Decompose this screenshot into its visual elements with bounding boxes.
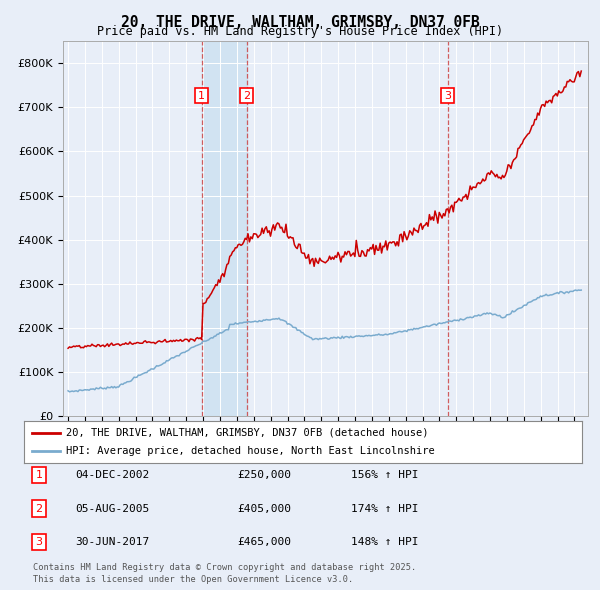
Text: 30-JUN-2017: 30-JUN-2017 bbox=[75, 537, 149, 547]
Text: This data is licensed under the Open Government Licence v3.0.: This data is licensed under the Open Gov… bbox=[33, 575, 353, 584]
Text: 156% ↑ HPI: 156% ↑ HPI bbox=[351, 470, 419, 480]
Text: 174% ↑ HPI: 174% ↑ HPI bbox=[351, 504, 419, 513]
Text: 20, THE DRIVE, WALTHAM, GRIMSBY, DN37 0FB: 20, THE DRIVE, WALTHAM, GRIMSBY, DN37 0F… bbox=[121, 15, 479, 30]
Text: £250,000: £250,000 bbox=[237, 470, 291, 480]
Text: 2: 2 bbox=[35, 504, 43, 513]
Text: Contains HM Land Registry data © Crown copyright and database right 2025.: Contains HM Land Registry data © Crown c… bbox=[33, 563, 416, 572]
Text: 3: 3 bbox=[35, 537, 43, 547]
Text: £465,000: £465,000 bbox=[237, 537, 291, 547]
Text: 20, THE DRIVE, WALTHAM, GRIMSBY, DN37 0FB (detached house): 20, THE DRIVE, WALTHAM, GRIMSBY, DN37 0F… bbox=[66, 428, 428, 438]
Text: HPI: Average price, detached house, North East Lincolnshire: HPI: Average price, detached house, Nort… bbox=[66, 446, 434, 456]
Text: 3: 3 bbox=[444, 91, 451, 101]
Text: 04-DEC-2002: 04-DEC-2002 bbox=[75, 470, 149, 480]
Text: Price paid vs. HM Land Registry's House Price Index (HPI): Price paid vs. HM Land Registry's House … bbox=[97, 25, 503, 38]
Text: 2: 2 bbox=[243, 91, 250, 101]
Text: 148% ↑ HPI: 148% ↑ HPI bbox=[351, 537, 419, 547]
Text: 05-AUG-2005: 05-AUG-2005 bbox=[75, 504, 149, 513]
Text: 1: 1 bbox=[35, 470, 43, 480]
Text: £405,000: £405,000 bbox=[237, 504, 291, 513]
Text: 1: 1 bbox=[198, 91, 205, 101]
Bar bbox=[202, 41, 247, 416]
